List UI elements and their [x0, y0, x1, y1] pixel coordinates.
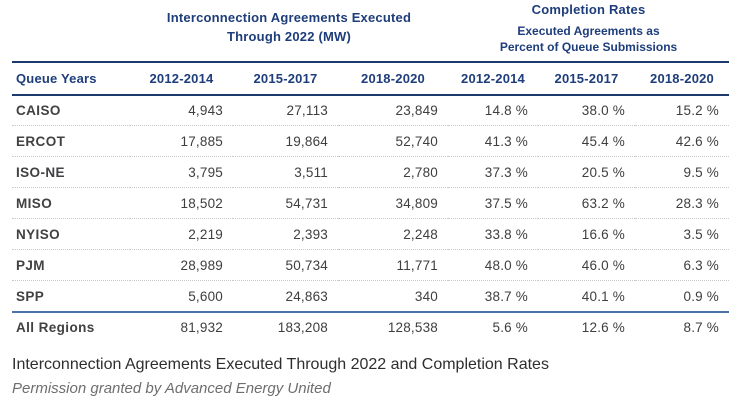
- cell-value: 19,864: [233, 125, 338, 158]
- column-header-mw-2012-2014: 2012-2014: [130, 61, 233, 96]
- rates-group-title: Completion Rates: [531, 2, 646, 17]
- cell-value: 52,740: [338, 125, 449, 158]
- cell-value: 38.7 %: [448, 280, 539, 313]
- cell-value: 3,795: [130, 156, 233, 189]
- cell-value: 15.2 %: [635, 94, 730, 127]
- table-row-nyiso: NYISO 2,219 2,393 2,248 33.8 % 16.6 % 3.…: [12, 218, 730, 251]
- table-row-miso: MISO 18,502 54,731 34,809 37.5 % 63.2 % …: [12, 187, 730, 220]
- cell-value: 3.5 %: [635, 218, 730, 251]
- column-header-row: Queue Years 2012-2014 2015-2017 2018-202…: [12, 61, 730, 96]
- mw-group-title: Interconnection Agreements Executed Thro…: [166, 9, 412, 45]
- cell-value: 9.5 %: [635, 156, 730, 189]
- cell-value: 41.3 %: [448, 125, 539, 158]
- cell-value: 0.9 %: [635, 280, 730, 313]
- column-header-rate-2012-2014: 2012-2014: [448, 61, 539, 96]
- group-header-rates: Completion Rates Executed Agreements as …: [448, 0, 730, 63]
- cell-value: 37.3 %: [448, 156, 539, 189]
- table-row-spp: SPP 5,600 24,863 340 38.7 % 40.1 % 0.9 %: [12, 280, 730, 313]
- cell-value: 24,863: [233, 280, 338, 313]
- cell-value: 11,771: [338, 249, 449, 282]
- row-label: SPP: [12, 280, 130, 313]
- figure-caption: Interconnection Agreements Executed Thro…: [12, 355, 549, 373]
- cell-value: 81,932: [180, 320, 223, 336]
- cell-value: 2,780: [338, 156, 449, 189]
- cell-value: 23,849: [338, 94, 449, 127]
- cell-value: 48.0 %: [448, 249, 539, 282]
- cell-value: 45.4 %: [538, 125, 636, 158]
- row-label: CAISO: [12, 94, 130, 127]
- cell-value: 4,943: [130, 94, 233, 127]
- table-row-ercot: ERCOT 17,885 19,864 52,740 41.3 % 45.4 %…: [12, 125, 730, 158]
- cell-value: 40.1 %: [538, 280, 636, 313]
- row-label: MISO: [12, 187, 130, 220]
- row-label: ERCOT: [12, 125, 130, 158]
- group-header-row: Interconnection Agreements Executed Thro…: [12, 0, 730, 63]
- row-label: PJM: [12, 249, 130, 282]
- cell-value: 14.8 %: [448, 94, 539, 127]
- row-label: All Regions: [16, 320, 95, 336]
- table-row-iso-ne: ISO-NE 3,795 3,511 2,780 37.3 % 20.5 % 9…: [12, 156, 730, 189]
- cell-value: 2,393: [233, 218, 338, 251]
- cell-value: 6.3 %: [635, 249, 730, 282]
- cell-value: 28.3 %: [635, 187, 730, 220]
- cell-value: 3,511: [233, 156, 338, 189]
- group-header-mw: Interconnection Agreements Executed Thro…: [130, 0, 449, 63]
- rates-group-subtitle: Executed Agreements as Percent of Queue …: [499, 23, 678, 54]
- column-header-mw-2018-2020: 2018-2020: [338, 61, 449, 96]
- cell-value: 5,600: [130, 280, 233, 313]
- cell-value: 2,248: [338, 218, 449, 251]
- cell-value: 34,809: [338, 187, 449, 220]
- column-header-rate-2015-2017: 2015-2017: [538, 61, 636, 96]
- row-label: NYISO: [12, 218, 130, 251]
- column-header-rate-2018-2020: 2018-2020: [635, 61, 730, 96]
- cell-value: 28,989: [130, 249, 233, 282]
- cell-value: 12.6 %: [581, 320, 626, 336]
- cell-value: 8.7 %: [683, 320, 720, 336]
- group-header-spacer: [12, 0, 130, 63]
- cell-value: 46.0 %: [538, 249, 636, 282]
- row-label: ISO-NE: [12, 156, 130, 189]
- cell-value: 27,113: [233, 94, 338, 127]
- interconnection-table: Interconnection Agreements Executed Thro…: [12, 0, 730, 343]
- cell-value: 17,885: [130, 125, 233, 158]
- column-header-mw-2015-2017: 2015-2017: [233, 61, 338, 96]
- cell-value: 20.5 %: [538, 156, 636, 189]
- cell-value: 33.8 %: [448, 218, 539, 251]
- cell-value: 183,208: [277, 320, 328, 336]
- page: Interconnection Agreements Executed Thro…: [12, 0, 730, 399]
- cell-value: 54,731: [233, 187, 338, 220]
- caption-block: Interconnection Agreements Executed Thro…: [12, 343, 729, 399]
- cell-value: 16.6 %: [538, 218, 636, 251]
- table-row-all-regions: All Regions 81,932 183,208 128,538 5.6 %…: [12, 312, 729, 343]
- cell-value: 63.2 %: [538, 187, 636, 220]
- cell-value: 18,502: [130, 187, 233, 220]
- cell-value: 5.6 %: [492, 320, 529, 336]
- cell-value: 50,734: [233, 249, 338, 282]
- cell-value: 2,219: [130, 218, 233, 251]
- table-row-caiso: CAISO 4,943 27,113 23,849 14.8 % 38.0 % …: [12, 94, 730, 127]
- table-row-pjm: PJM 28,989 50,734 11,771 48.0 % 46.0 % 6…: [12, 249, 730, 282]
- cell-value: 340: [338, 280, 449, 313]
- cell-value: 37.5 %: [448, 187, 539, 220]
- cell-value: 128,538: [387, 320, 439, 336]
- column-header-queue-years: Queue Years: [12, 61, 130, 96]
- cell-value: 38.0 %: [538, 94, 636, 127]
- cell-value: 42.6 %: [635, 125, 730, 158]
- figure-credit: Permission granted by Advanced Energy Un…: [12, 380, 331, 398]
